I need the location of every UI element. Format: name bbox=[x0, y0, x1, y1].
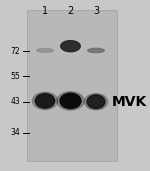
Text: MVK: MVK bbox=[112, 95, 147, 109]
Ellipse shape bbox=[60, 93, 81, 109]
Text: 3: 3 bbox=[93, 6, 99, 16]
Text: 55: 55 bbox=[11, 72, 20, 81]
Text: 72: 72 bbox=[11, 47, 20, 56]
Text: 34: 34 bbox=[11, 128, 20, 137]
Bar bbox=[27, 10, 117, 161]
Text: 2: 2 bbox=[67, 6, 74, 16]
Text: 43: 43 bbox=[11, 97, 20, 106]
Ellipse shape bbox=[32, 92, 58, 110]
Ellipse shape bbox=[37, 49, 53, 52]
Ellipse shape bbox=[88, 48, 104, 53]
Ellipse shape bbox=[84, 94, 108, 110]
Ellipse shape bbox=[35, 94, 55, 108]
Ellipse shape bbox=[61, 41, 80, 52]
Ellipse shape bbox=[57, 92, 84, 110]
Text: 1: 1 bbox=[42, 6, 48, 16]
Ellipse shape bbox=[87, 95, 105, 109]
